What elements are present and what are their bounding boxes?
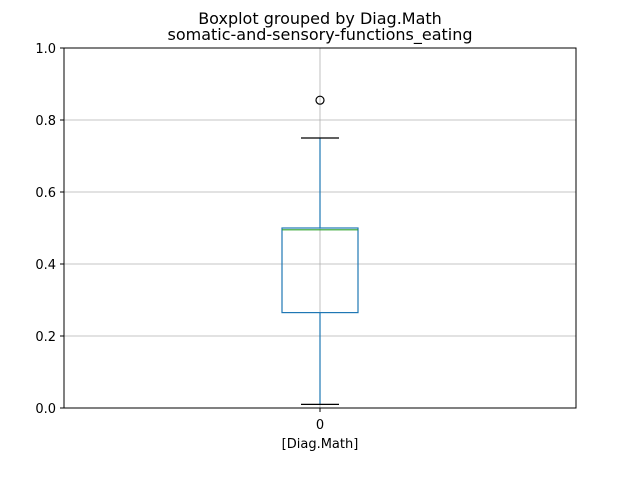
y-tick-label: 0.0 — [35, 402, 56, 417]
x-tick-label: 0 — [316, 418, 324, 433]
x-axis-label: [Diag.Math] — [282, 437, 359, 452]
y-tick-label: 0.6 — [35, 186, 56, 201]
outlier-point — [315, 95, 325, 105]
boxes — [281, 95, 359, 405]
y-tick-label: 0.8 — [35, 114, 56, 129]
y-tick-label: 1.0 — [35, 42, 56, 57]
axis-ticks: 0.0 0.2 0.4 0.6 0.8 1.0 0 — [35, 42, 324, 433]
y-tick-label: 0.2 — [35, 330, 56, 345]
iqr-box — [281, 227, 359, 314]
box-group — [281, 95, 359, 405]
chart-title: somatic-and-sensory-functions_eating — [167, 25, 472, 45]
chart-suptitle: Boxplot grouped by Diag.Math — [198, 9, 442, 28]
y-tick-label: 0.4 — [35, 258, 56, 273]
